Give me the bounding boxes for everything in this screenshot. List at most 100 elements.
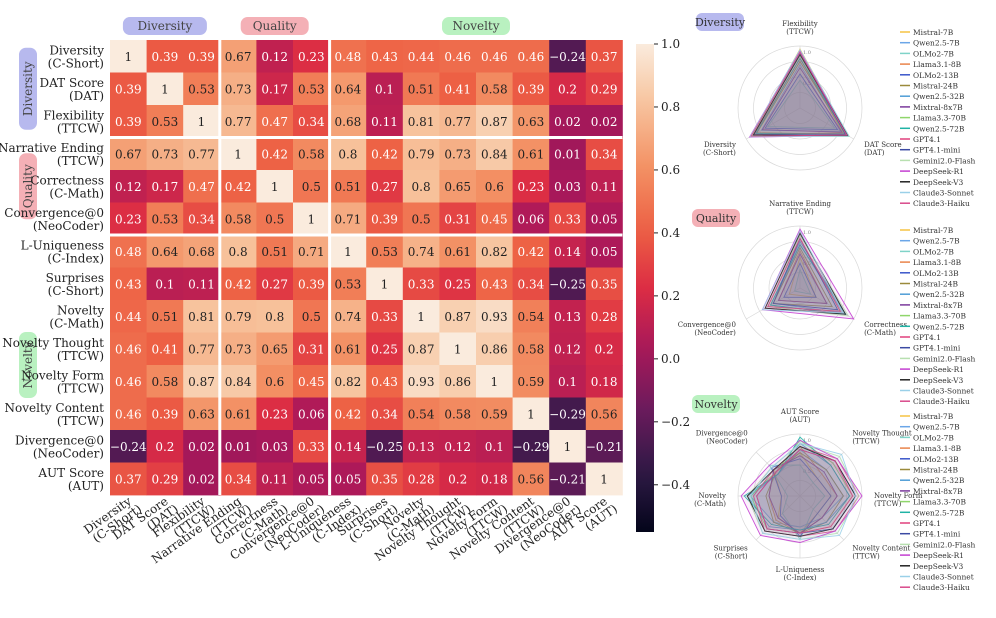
heatmap-cell-value: 0.25 [444, 277, 471, 291]
row-label-name: Novelty Content [5, 401, 105, 415]
heatmap-cell-value: 0.2 [558, 82, 577, 96]
heatmap-cell [256, 202, 294, 236]
row-label-name: Correctness [30, 173, 104, 187]
heatmap-cell-value: 0.46 [444, 50, 471, 64]
heatmap-cell-value: 1 [161, 82, 169, 96]
row-label-sub: (TTCW) [57, 154, 104, 168]
heatmap-cell-value: 0.39 [152, 407, 179, 421]
heatmap-cell-value: 0.23 [518, 180, 545, 194]
heatmap-cell-value: 1 [417, 310, 425, 324]
heatmap-cell-value: 1 [307, 212, 315, 226]
legend-label: Qwen2.5-72B [913, 124, 965, 133]
heatmap-cell-value: 0.11 [591, 180, 618, 194]
heatmap-cell [476, 300, 513, 333]
heatmap-cell-value: 0.81 [408, 115, 435, 129]
radar-group-pill [696, 13, 744, 31]
colorbar-tick-label: −0.2 [661, 415, 690, 429]
heatmap-cell [146, 72, 184, 106]
radar-series-GPT4.1-mini [772, 237, 839, 311]
heatmap-cell [329, 137, 367, 171]
heatmap-cell-value: 0.77 [188, 147, 215, 161]
radar-axis-label: (C-Math) [864, 329, 896, 337]
heatmap-cell [402, 462, 440, 496]
heatmap-cell [183, 365, 221, 398]
heatmap-cell-value: 0.43 [371, 50, 398, 64]
heatmap-cell-value: 0.59 [518, 375, 545, 389]
heatmap-cell [476, 72, 513, 106]
heatmap-cell-value: 0.46 [115, 342, 142, 356]
heatmap-cell-value: 0.34 [298, 115, 325, 129]
heatmap-cell [476, 462, 513, 496]
heatmap-cell [183, 137, 221, 171]
heatmap-cell [512, 397, 550, 431]
heatmap-cell [585, 430, 623, 463]
heatmap-cell-value: 1 [381, 277, 389, 291]
radar-group-pill [692, 209, 740, 227]
row-label-sub: (AUT) [68, 479, 104, 493]
heatmap-cell-value: 0.02 [188, 472, 215, 486]
heatmap-cell [329, 72, 367, 106]
heatmap-cell [219, 267, 257, 301]
radar-series-OLMo2-7B [794, 267, 812, 295]
heatmap-cell [219, 300, 257, 333]
heatmap-cell [219, 235, 257, 268]
radar-ring-label: 1.0 [803, 50, 811, 56]
row-label-sub: (TTCW) [57, 381, 104, 395]
legend-label: Mistral-24B [913, 82, 958, 91]
heatmap-cell-value: 0.77 [225, 115, 252, 129]
heatmap-cell-value: 0.64 [335, 82, 362, 96]
radar-series-Claude3-Haiku [767, 237, 842, 312]
heatmap-cell [219, 462, 257, 496]
legend-label: Llama3.1-8B [913, 258, 962, 267]
heatmap-cell-value: 0.53 [152, 115, 179, 129]
heatmap-col-labels: Diversity(C-Short)DAT Score(DAT)Flexibil… [81, 494, 620, 567]
legend-label: GPT4.1 [913, 135, 941, 144]
legend-label: Llama3.3-70B [913, 498, 966, 507]
radar-series-Mixtral-8x7B [761, 66, 843, 133]
colorbar-tick-label: 0.8 [661, 100, 680, 114]
heatmap-cell [329, 397, 367, 431]
heatmap-cell-value: 0.87 [444, 310, 471, 324]
heatmap-cell [110, 397, 147, 431]
row-label-name: Flexibility [43, 108, 104, 122]
heatmap-cell [512, 365, 550, 398]
heatmap-cell-value: 0.23 [298, 50, 325, 64]
heatmap-cell-value: 0.02 [554, 115, 581, 129]
heatmap-cell [402, 397, 440, 431]
heatmap-cell-value: 0.05 [298, 472, 325, 486]
radar-axis-label: Novelty Thought [852, 430, 912, 438]
heatmap-cell-value: 0.5 [265, 212, 284, 226]
heatmap-cell [402, 235, 440, 268]
heatmap-cell [439, 300, 477, 333]
heatmap-cell-value: 0.61 [335, 342, 362, 356]
heatmap-cell [256, 137, 294, 171]
heatmap-cell-value: 0.73 [444, 147, 471, 161]
legend-label: Mistral-7B [913, 226, 954, 235]
heatmap-cell [293, 170, 330, 203]
heatmap-cell [402, 267, 440, 301]
heatmap-cell-value: 0.79 [225, 310, 252, 324]
heatmap-row-labels: Diversity(C-Short)DAT Score(DAT)Flexibil… [0, 43, 105, 493]
legend-label: Claude3-Haiku [913, 583, 970, 592]
heatmap-cell-value: 0.14 [554, 245, 581, 259]
row-label-sub: (DAT) [69, 89, 104, 103]
legend-label: Qwen2.5-72B [913, 322, 965, 331]
row-label-name: Novelty Form [21, 368, 104, 382]
heatmap-cell-value: 0.93 [481, 310, 508, 324]
heatmap-cell-value: 0.58 [298, 147, 325, 161]
colorbar-tick-label: −0.4 [661, 478, 691, 492]
legend-label: Mistral-24B [913, 466, 958, 475]
row-label-sub: (TTCW) [57, 121, 104, 135]
heatmap-cell-value: 0.73 [225, 82, 252, 96]
heatmap-cell-value: 0.28 [591, 310, 618, 324]
heatmap-cell-value: 0.29 [591, 82, 618, 96]
heatmap-cell [549, 137, 587, 171]
heatmap-cell [439, 72, 477, 106]
heatmap-cell-value: 0.86 [481, 342, 508, 356]
legend-label: GPT4.1-mini [913, 530, 961, 539]
heatmap-cell-value: 0.33 [371, 310, 398, 324]
heatmap-cell-value: 0.67 [115, 147, 142, 161]
heatmap-cell [110, 40, 147, 73]
heatmap-cell [329, 235, 367, 268]
